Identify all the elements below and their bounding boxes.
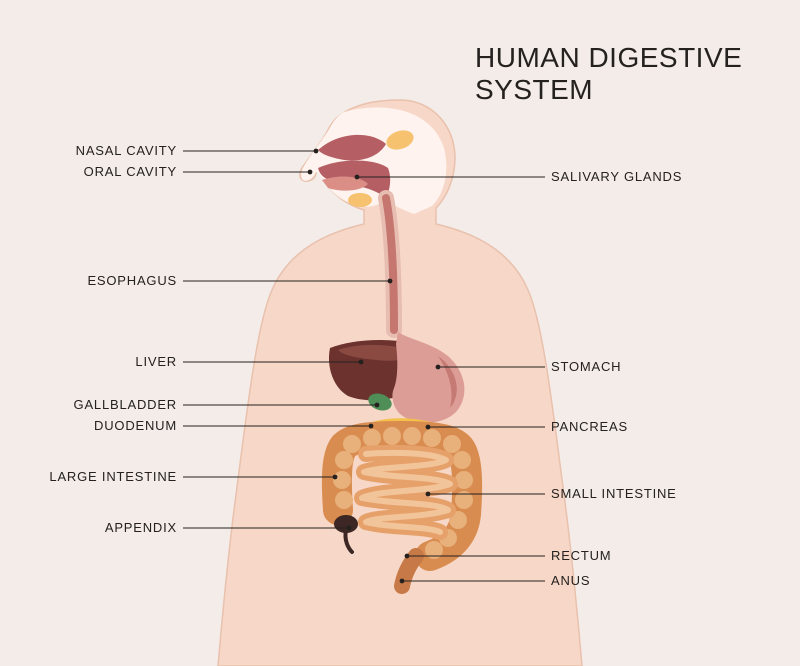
label-gallbladder: GALLBLADDER [74, 397, 177, 412]
anatomy-illustration [0, 0, 800, 666]
label-small-intestine: SMALL INTESTINE [551, 486, 677, 501]
diagram-stage: HUMAN DIGESTIVE SYSTEM NASAL CAVITYOR [0, 0, 800, 666]
label-stomach: STOMACH [551, 359, 621, 374]
label-anus: ANUS [551, 573, 590, 588]
label-appendix: APPENDIX [105, 520, 177, 535]
leader-dot-rectum [405, 554, 410, 559]
label-nasal-cavity: NASAL CAVITY [76, 143, 177, 158]
leader-dot-nasal-cavity [314, 149, 319, 154]
label-esophagus: ESOPHAGUS [87, 273, 177, 288]
leader-dot-large-intestine [333, 475, 338, 480]
leader-dot-small-intestine [426, 492, 431, 497]
salivary-gland-1 [348, 193, 372, 207]
label-duodenum: DUODENUM [94, 418, 177, 433]
label-liver: LIVER [135, 354, 177, 369]
leader-dot-pancreas [426, 425, 431, 430]
leader-dot-oral-cavity [308, 170, 313, 175]
leader-dot-gallbladder [375, 403, 380, 408]
leader-dot-appendix [347, 526, 352, 531]
label-rectum: RECTUM [551, 548, 611, 563]
label-pancreas: PANCREAS [551, 419, 628, 434]
leader-dot-salivary-glands [355, 175, 360, 180]
leader-dot-esophagus [388, 279, 393, 284]
label-salivary-glands: SALIVARY GLANDS [551, 169, 682, 184]
leader-dot-anus [400, 579, 405, 584]
leader-dot-liver [359, 360, 364, 365]
head-cross-section [301, 107, 446, 214]
leader-dot-duodenum [369, 424, 374, 429]
leader-dot-stomach [436, 365, 441, 370]
label-large-intestine: LARGE INTESTINE [49, 469, 177, 484]
label-oral-cavity: ORAL CAVITY [84, 164, 177, 179]
